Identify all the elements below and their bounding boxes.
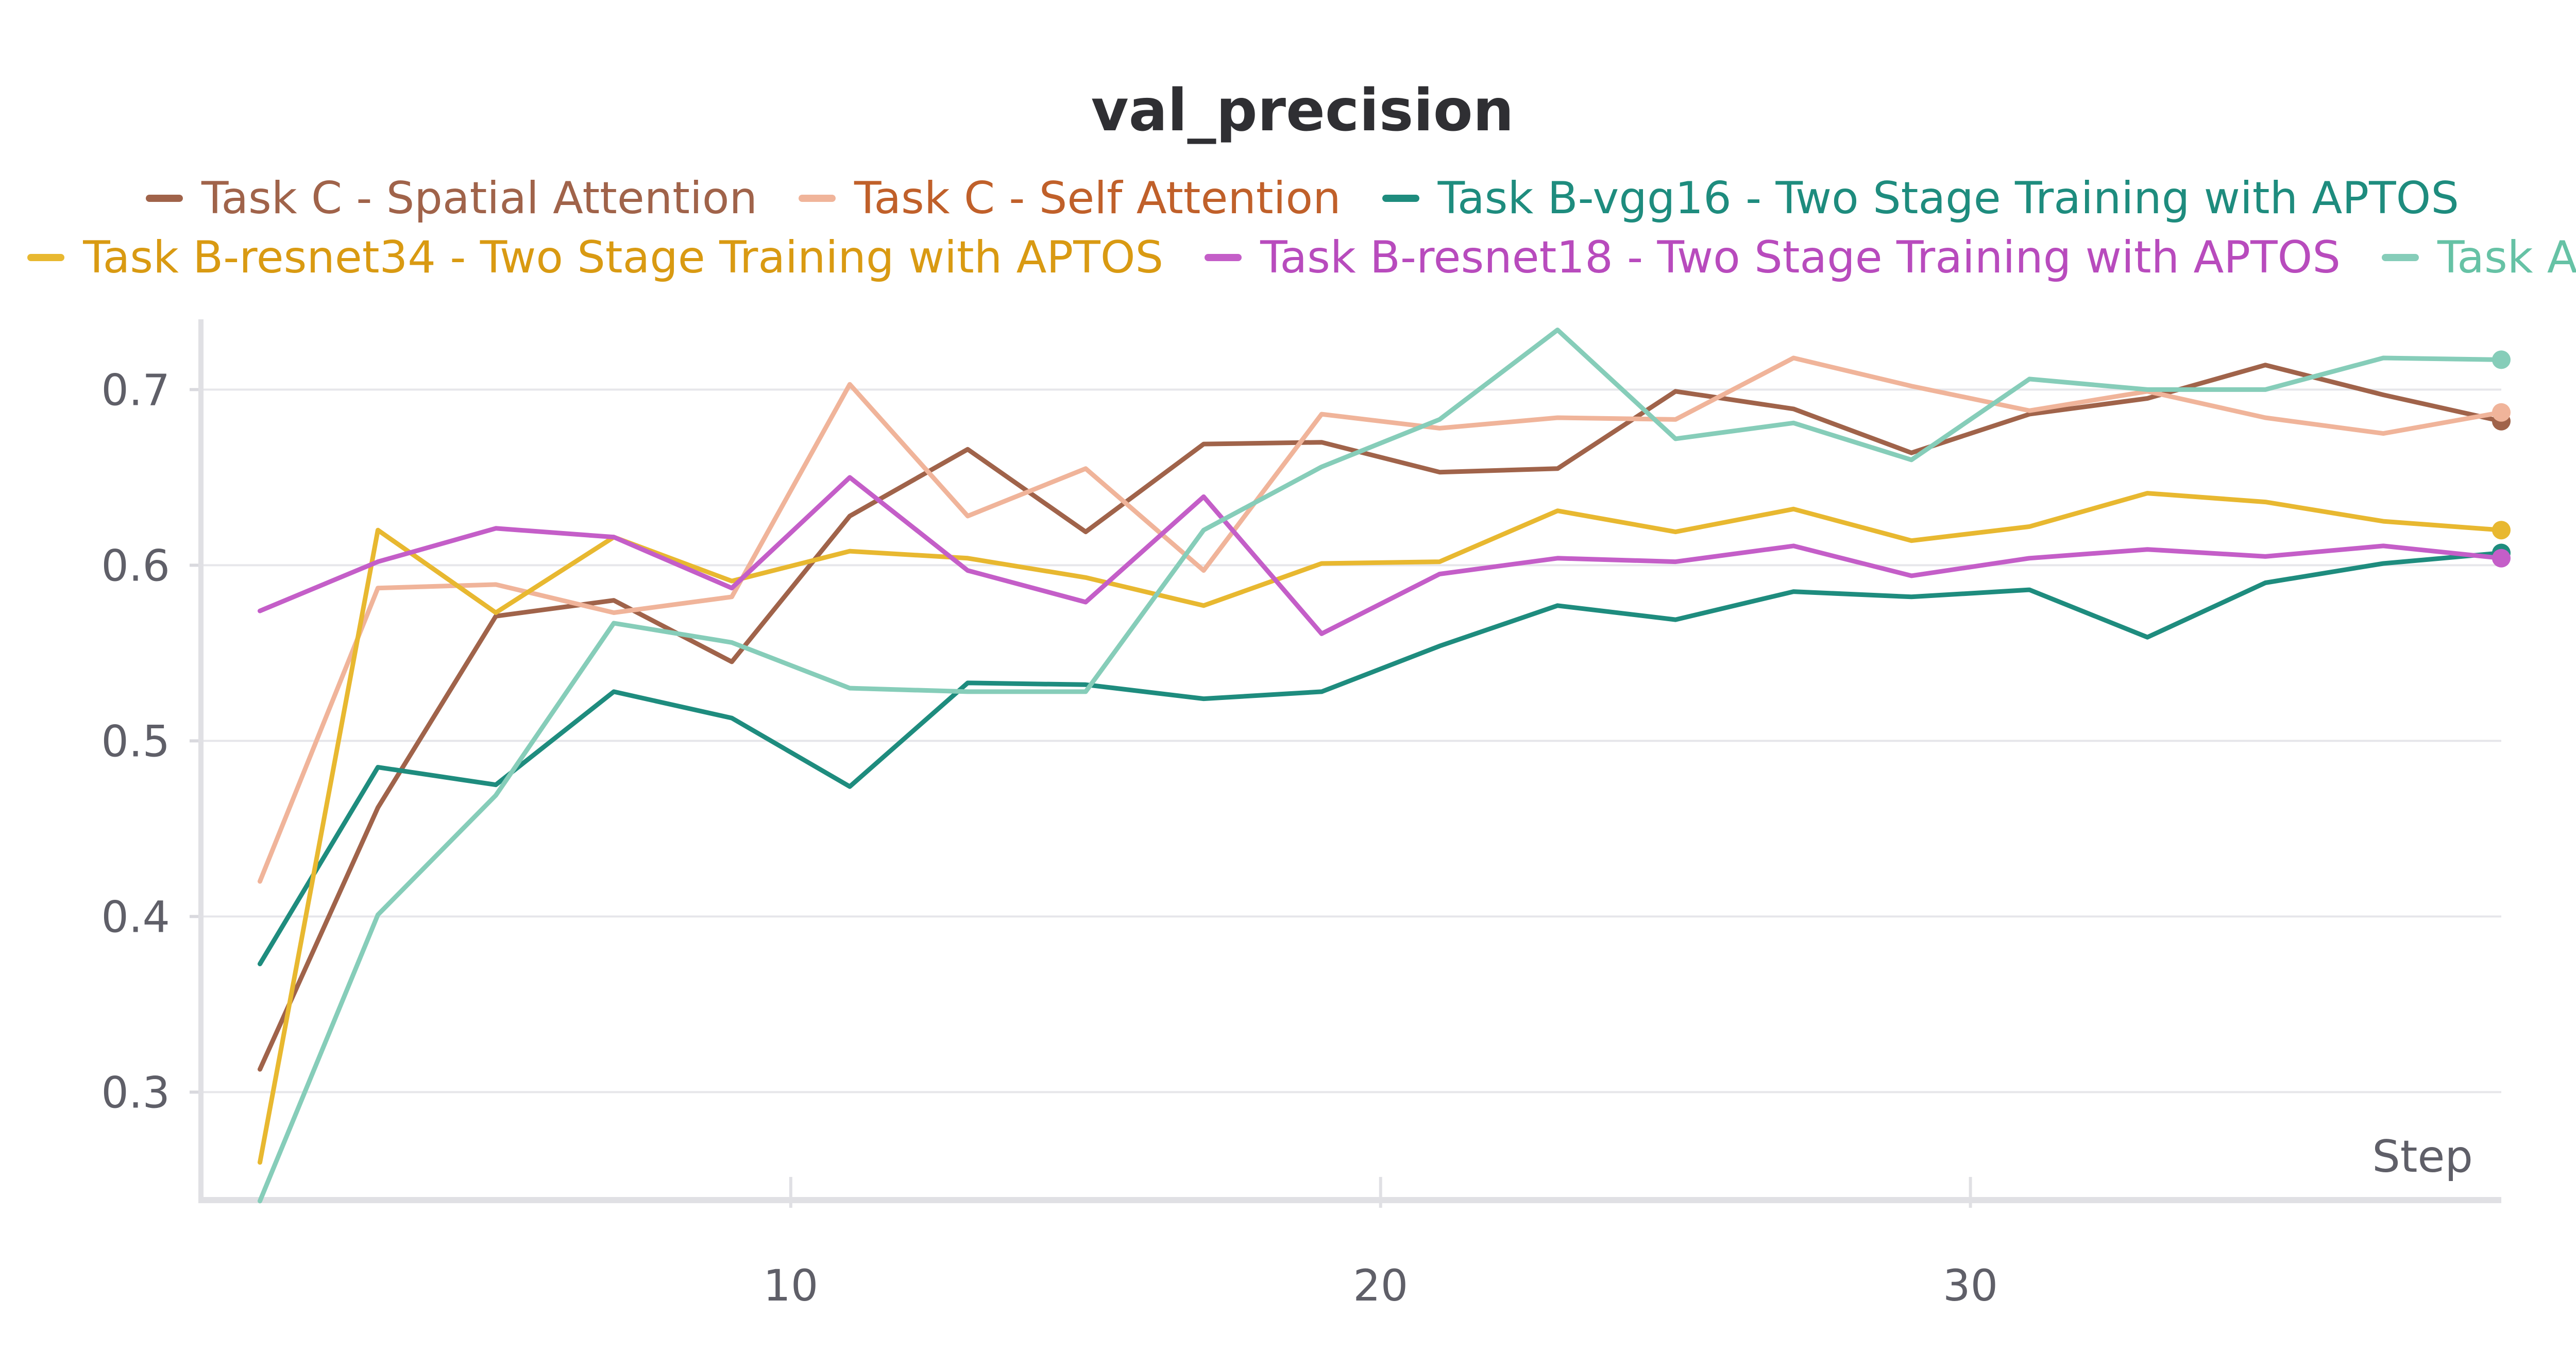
series-end-marker — [2492, 403, 2511, 422]
legend-item[interactable]: Task A — [2381, 232, 2576, 283]
series-line — [258, 475, 2504, 636]
legend-row: Task B-resnet34 - Two Stage Training wit… — [0, 232, 2576, 283]
legend-swatch — [1205, 254, 1242, 261]
series-end-marker — [2492, 549, 2511, 568]
chart-title: val_precision — [1091, 77, 1514, 144]
series-line — [258, 363, 2504, 1072]
legend-label: Task C - Self Attention — [854, 173, 1341, 224]
legend-swatch — [146, 195, 183, 202]
y-tick-label: 0.5 — [101, 716, 170, 766]
legend-label: Task B-resnet34 - Two Stage Training wit… — [83, 232, 1164, 283]
series-line — [258, 355, 2504, 884]
series-line — [258, 328, 2504, 1204]
legend-item[interactable]: Task B-resnet18 - Two Stage Training wit… — [1205, 232, 2341, 283]
legend-label: Task B-vgg16 - Two Stage Training with A… — [1437, 173, 2459, 224]
legend-label: Task B-resnet18 - Two Stage Training wit… — [1260, 232, 2341, 283]
series-line — [258, 551, 2504, 966]
legend-swatch — [799, 195, 836, 202]
legend-item[interactable]: Task B-resnet34 - Two Stage Training wit… — [27, 232, 1163, 283]
legend-item[interactable]: Task C - Spatial Attention — [146, 173, 757, 224]
y-tick-label: 0.3 — [101, 1067, 170, 1118]
legend-swatch — [27, 254, 65, 261]
legend-swatch — [1382, 195, 1419, 202]
series-end-marker — [2492, 521, 2511, 540]
y-tick-label: 0.7 — [101, 365, 170, 415]
series-lines — [258, 328, 2511, 1204]
series-line — [258, 491, 2504, 1165]
x-axis-label: Step — [2372, 1131, 2473, 1183]
x-tick-label: 10 — [763, 1260, 818, 1311]
tick-labels: 0.3 0.4 0.5 0.6 0.7 10 20 30 Step — [101, 365, 2473, 1311]
series-end-marker — [2492, 350, 2511, 369]
legend-label: Task A — [2437, 232, 2576, 283]
legend-item[interactable]: Task C - Self Attention — [799, 173, 1341, 224]
x-tick-label: 20 — [1353, 1260, 1408, 1311]
axes — [190, 319, 2501, 1208]
y-tick-label: 0.4 — [101, 892, 170, 942]
y-tick-label: 0.6 — [101, 540, 170, 591]
legend-swatch — [2381, 254, 2419, 261]
legend-label: Task C - Spatial Attention — [201, 173, 758, 224]
legend-item[interactable]: Task B-vgg16 - Two Stage Training with A… — [1382, 173, 2459, 224]
legend-row: Task C - Spatial Attention Task C - Self… — [0, 173, 2576, 224]
x-tick-label: 30 — [1943, 1260, 1998, 1311]
